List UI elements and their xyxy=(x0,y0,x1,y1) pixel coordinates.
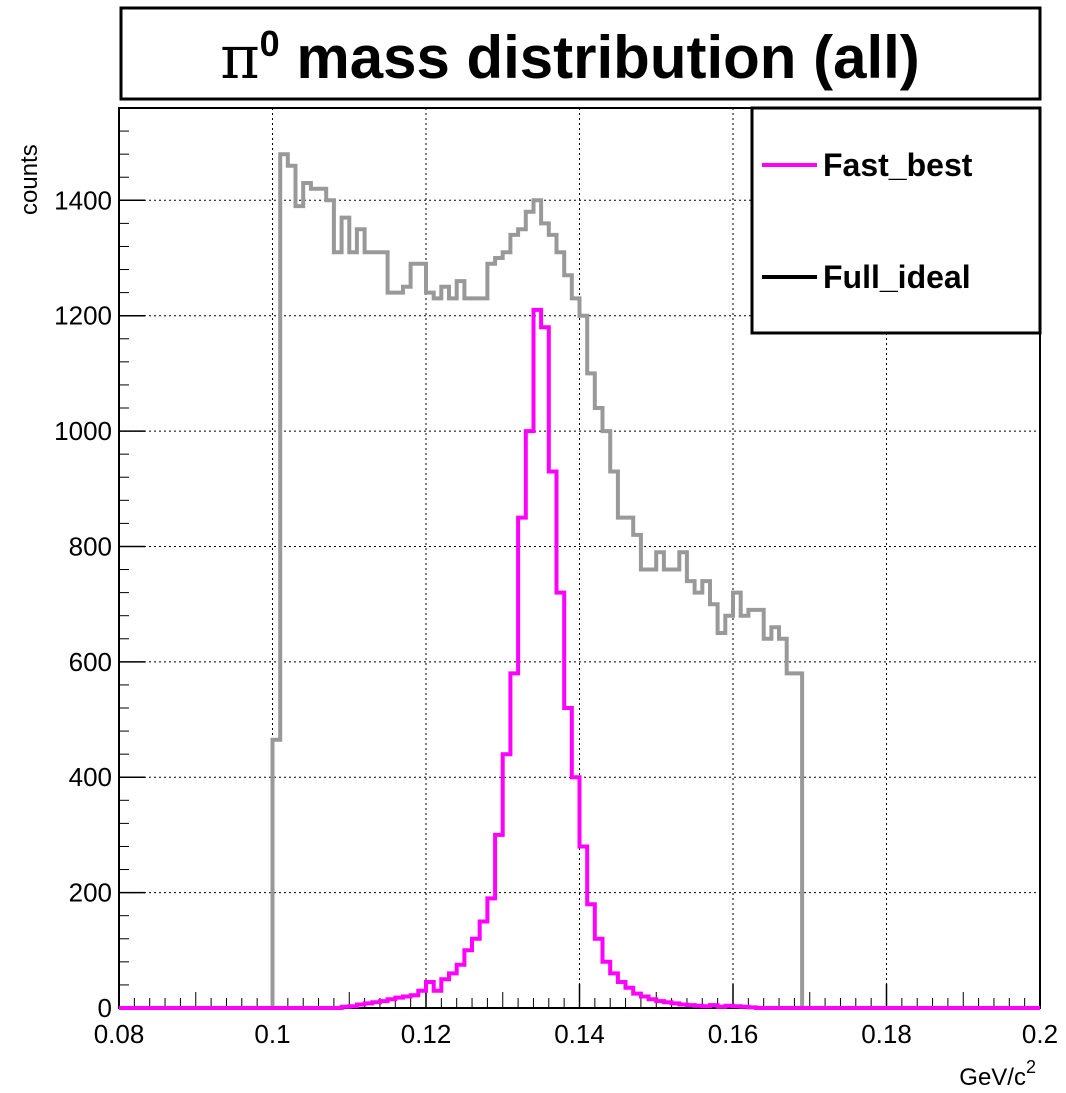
series-fast-best-histogram xyxy=(119,307,1040,1010)
x-tick-label: 0.16 xyxy=(708,1019,759,1049)
y-tick-label: 1200 xyxy=(54,301,112,331)
x-tick-label: 0.1 xyxy=(254,1019,290,1049)
series-gray-histogram xyxy=(270,152,805,1008)
y-tick-label: 200 xyxy=(69,878,112,908)
y-tick-label: 400 xyxy=(69,762,112,792)
legend-box xyxy=(750,106,1042,335)
x-tick-label: 0.18 xyxy=(861,1019,912,1049)
y-tick-label: 800 xyxy=(69,531,112,561)
axes: 0.08 0.1 0.12 0.14 0.16 0.18 0.2 0 200 400 600 800 1… xyxy=(54,107,1058,1049)
x-tick-label: 0.12 xyxy=(401,1019,452,1049)
x-tick-label: 0.08 xyxy=(94,1019,145,1049)
x-axis-label: GeV/c2 xyxy=(959,1057,1036,1091)
x-tick-label: 0.2 xyxy=(1022,1019,1058,1049)
legend-label-fast-best: Fast_best xyxy=(823,147,973,183)
series-layer xyxy=(119,152,1040,1010)
y-tick-label: 1000 xyxy=(54,416,112,446)
y-tick-label: 1400 xyxy=(54,185,112,215)
chart-title: π0 mass distribution (all) xyxy=(220,23,920,93)
y-tick-label: 600 xyxy=(69,647,112,677)
legend-label-full-ideal: Full_ideal xyxy=(823,259,971,295)
title-box xyxy=(119,6,1042,101)
y-tick-label: 0 xyxy=(98,993,112,1023)
x-tick-label: 0.14 xyxy=(554,1019,605,1049)
legend: Fast_best Full_ideal xyxy=(750,106,1042,335)
y-axis-label: counts xyxy=(16,144,43,215)
